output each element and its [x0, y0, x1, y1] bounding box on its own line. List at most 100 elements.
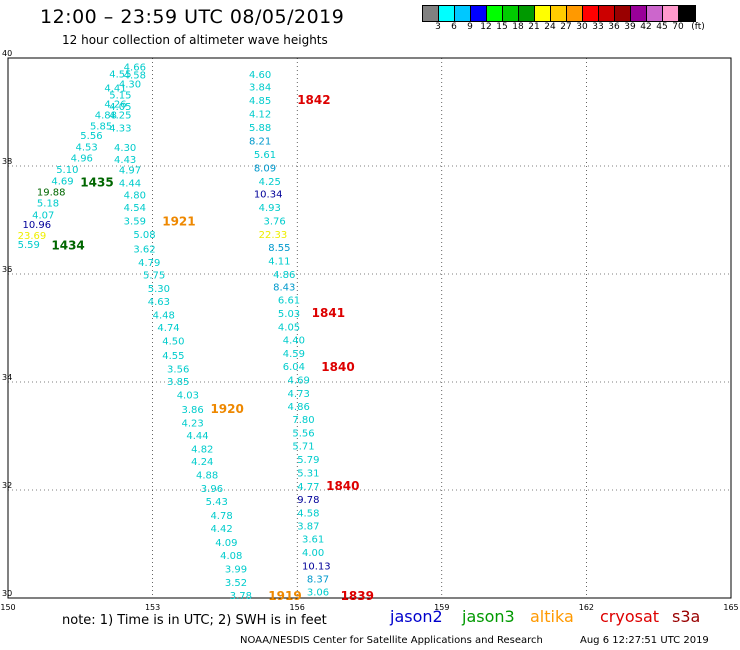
wave-height-value: 4.11	[268, 256, 290, 267]
pass-time-label: 1839	[341, 589, 374, 603]
wave-height-value: 10.13	[302, 561, 331, 572]
color-scale-label: 42	[640, 22, 652, 32]
wave-height-value: 4.00	[302, 548, 324, 559]
color-scale-bar	[422, 5, 696, 22]
credit-line: NOAA/NESDIS Center for Satellite Applica…	[240, 635, 543, 646]
color-scale-label: 12	[480, 22, 492, 32]
pass-time-labels: 1842 1435 1921 1434 1841 1840 1920 1840 1839 1919	[51, 93, 374, 603]
wave-height-value: 4.24	[191, 457, 213, 468]
wave-height-value: 4.55	[109, 69, 131, 80]
y-tick-label: 34	[2, 373, 12, 382]
pass-time-label: 1840	[321, 360, 354, 374]
wave-height-value: 4.54	[124, 203, 146, 214]
color-scale-label: 6	[451, 22, 457, 32]
page-title: 12:00 – 23:59 UTC 08/05/2019	[40, 6, 345, 28]
wave-height-value: 4.74	[157, 323, 179, 334]
wave-height-value: 5.61	[254, 150, 276, 161]
wave-height-value: 4.05	[278, 323, 300, 334]
wave-height-value: 4.59	[283, 349, 305, 360]
wave-height-value: 4.58	[124, 71, 146, 82]
wave-height-value: 10.96	[22, 220, 51, 231]
y-tick-label: 32	[2, 481, 12, 490]
wave-height-value: 4.23	[182, 418, 204, 429]
wave-height-value: 4.05	[109, 102, 131, 113]
color-swatch	[487, 6, 503, 21]
wave-height-value: 3.06	[307, 587, 329, 598]
wave-height-value: 4.55	[162, 351, 184, 362]
wave-height-value: 4.30	[114, 143, 136, 154]
wave-height-value: 8.55	[268, 243, 290, 254]
pass-time-label: 1920	[210, 402, 243, 416]
wave-height-value: 4.09	[215, 538, 237, 549]
wave-height-value: 4.25	[109, 110, 131, 121]
color-scale-label: 70	[672, 22, 684, 32]
pass-time-label: 1435	[80, 176, 113, 190]
color-swatch	[599, 6, 615, 21]
color-swatch	[567, 6, 583, 21]
pass-time-label: 1841	[312, 306, 345, 320]
wave-height-value: 4.03	[177, 391, 199, 402]
wave-height-value: 5.75	[143, 270, 165, 281]
y-tick-label: 38	[2, 157, 12, 166]
wave-height-value: 4.69	[288, 376, 310, 387]
wave-height-value: 7.80	[292, 415, 314, 426]
wave-height-value: 23.69	[18, 231, 47, 242]
color-scale-label: 36	[608, 22, 620, 32]
wave-height-value: 8.21	[249, 136, 271, 147]
wave-height-value: 4.42	[210, 524, 232, 535]
wave-height-value: 3.62	[133, 244, 155, 255]
wave-height-value: 3.84	[249, 82, 271, 93]
map-grid	[8, 58, 731, 598]
wave-height-value: 3.86	[182, 405, 204, 416]
color-swatch	[647, 6, 663, 21]
wave-height-value: 5.08	[133, 230, 155, 241]
color-swatch	[423, 6, 439, 21]
color-scale-label: (ft)	[691, 22, 705, 32]
wave-height-value: 4.82	[191, 445, 213, 456]
color-scale-label: 3	[435, 22, 441, 32]
wave-height-value: 4.60	[249, 70, 271, 81]
wave-height-value: 4.63	[148, 297, 170, 308]
wave-height-value: 3.78	[230, 591, 252, 602]
wave-height-value: 4.30	[119, 80, 141, 91]
pass-time-label: 1840	[326, 479, 359, 493]
color-swatch	[455, 6, 471, 21]
wave-height-value: 19.88	[37, 188, 66, 199]
wave-height-value: 4.69	[51, 176, 73, 187]
pass-time-label: 1434	[51, 239, 84, 253]
wave-height-value: 9.78	[297, 495, 319, 506]
color-scale-label: 15	[496, 22, 508, 32]
wave-height-value: 4.53	[75, 142, 97, 153]
wave-height-value: 4.50	[162, 337, 184, 348]
x-tick-label: 159	[434, 603, 449, 610]
wave-height-value: 4.07	[32, 210, 54, 221]
page-subtitle: 12 hour collection of altimeter wave hei…	[62, 33, 328, 47]
color-swatch	[535, 6, 551, 21]
wave-height-value: 5.71	[292, 442, 314, 453]
wave-height-value: 8.37	[307, 574, 329, 585]
wave-height-value: 6.61	[278, 296, 300, 307]
wave-height-value: 4.44	[186, 431, 208, 442]
wave-height-value: 4.66	[124, 62, 146, 73]
wave-height-value: 3.85	[167, 377, 189, 388]
wave-height-value: 5.85	[90, 121, 112, 132]
color-swatch	[551, 6, 567, 21]
wave-height-value: 4.40	[283, 336, 305, 347]
wave-height-value: 3.87	[297, 521, 319, 532]
wave-height-value: 5.18	[37, 199, 59, 210]
generated-timestamp: Aug 6 12:27:51 UTC 2019	[580, 635, 709, 646]
satellite-legend-altika: altika	[530, 607, 574, 626]
satellite-legend-cryosat: cryosat	[600, 607, 660, 626]
wave-height-value: 5.56	[80, 131, 102, 142]
wave-height-value: 5.03	[278, 309, 300, 320]
color-swatch	[615, 6, 631, 21]
wave-height-value: 5.59	[18, 240, 40, 251]
wave-height-value: 5.79	[297, 455, 319, 466]
color-swatch	[471, 6, 487, 21]
pass-time-label: 1842	[297, 93, 330, 107]
satellite-legend-jason2: jason2	[390, 607, 443, 626]
color-swatch	[439, 6, 455, 21]
wave-height-value: 4.73	[288, 389, 310, 400]
wave-height-value: 4.25	[259, 177, 281, 188]
